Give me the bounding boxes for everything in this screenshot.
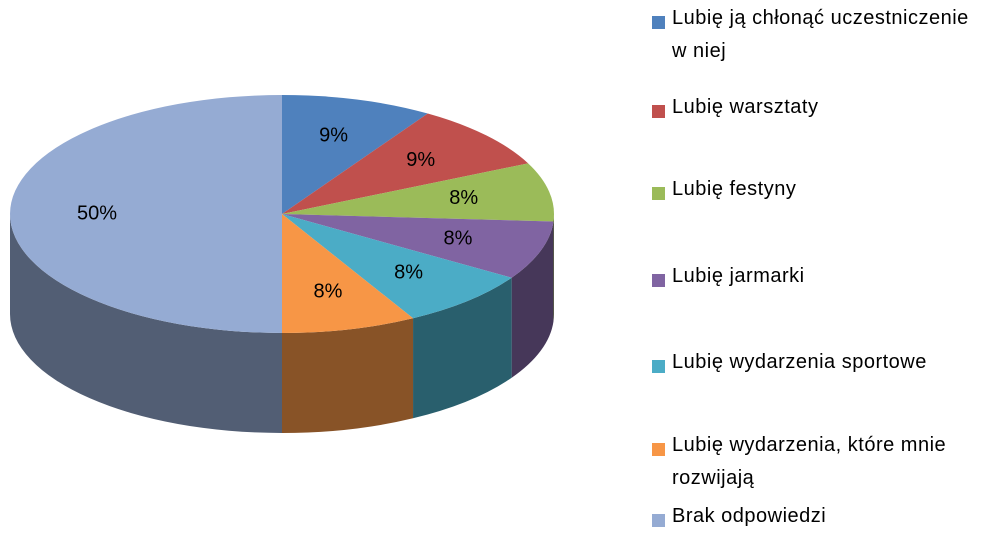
data-label: 9% <box>406 149 435 171</box>
pie-area: 9% 9% 8% 8% 8% 8% 50% <box>10 95 554 433</box>
pie-side <box>10 214 282 433</box>
pie-side <box>553 214 554 322</box>
legend-item: Lubię wydarzenia, które mnie rozwijają <box>652 434 972 495</box>
legend-item: Lubię warsztaty <box>652 96 972 124</box>
legend-label: Lubię wydarzenia, które mnie rozwijają <box>672 434 947 489</box>
pie-side <box>282 318 414 433</box>
pie-slice <box>282 163 554 222</box>
pie-sides <box>10 214 554 433</box>
data-label: 9% <box>319 125 348 147</box>
legend-item: Lubię ją chłonąć uczestniczenie w niej <box>652 7 972 68</box>
pie-slice <box>10 95 282 333</box>
legend-label: Brak odpowiedzi <box>672 505 827 527</box>
pie-tops <box>10 95 554 333</box>
data-label: 50% <box>77 202 117 224</box>
data-label: 8% <box>394 261 423 283</box>
legend-swatch <box>652 187 665 200</box>
data-labels: 9% 9% 8% 8% 8% 8% 50% <box>77 125 478 303</box>
legend-label: Lubię ją chłonąć uczestniczenie w niej <box>672 7 969 62</box>
pie-side <box>413 277 512 419</box>
pie-slice <box>282 214 512 319</box>
legend-label: Lubię jarmarki <box>672 265 805 287</box>
data-label: 8% <box>443 227 472 249</box>
legend-swatch <box>652 443 665 456</box>
data-label: 8% <box>449 187 478 209</box>
data-label: 8% <box>314 281 343 303</box>
legend-swatch <box>652 360 665 373</box>
pie-slice <box>282 214 554 278</box>
legend-item: Lubię festyny <box>652 178 972 206</box>
pie-slice <box>282 113 529 214</box>
legend-item: Lubię wydarzenia sportowe <box>652 351 972 379</box>
legend-swatch <box>652 105 665 118</box>
pie-slice <box>282 214 414 333</box>
legend-label: Lubię warsztaty <box>672 96 819 118</box>
pie-side <box>511 221 554 378</box>
legend-item: Brak odpowiedzi <box>652 505 972 533</box>
legend-label: Lubię festyny <box>672 178 797 200</box>
legend-item: Lubię jarmarki <box>652 265 972 293</box>
pie-slice <box>282 95 428 214</box>
legend-swatch <box>652 274 665 287</box>
legend-swatch <box>652 16 665 29</box>
legend-swatch <box>652 514 665 527</box>
legend-label: Lubię wydarzenia sportowe <box>672 351 927 373</box>
